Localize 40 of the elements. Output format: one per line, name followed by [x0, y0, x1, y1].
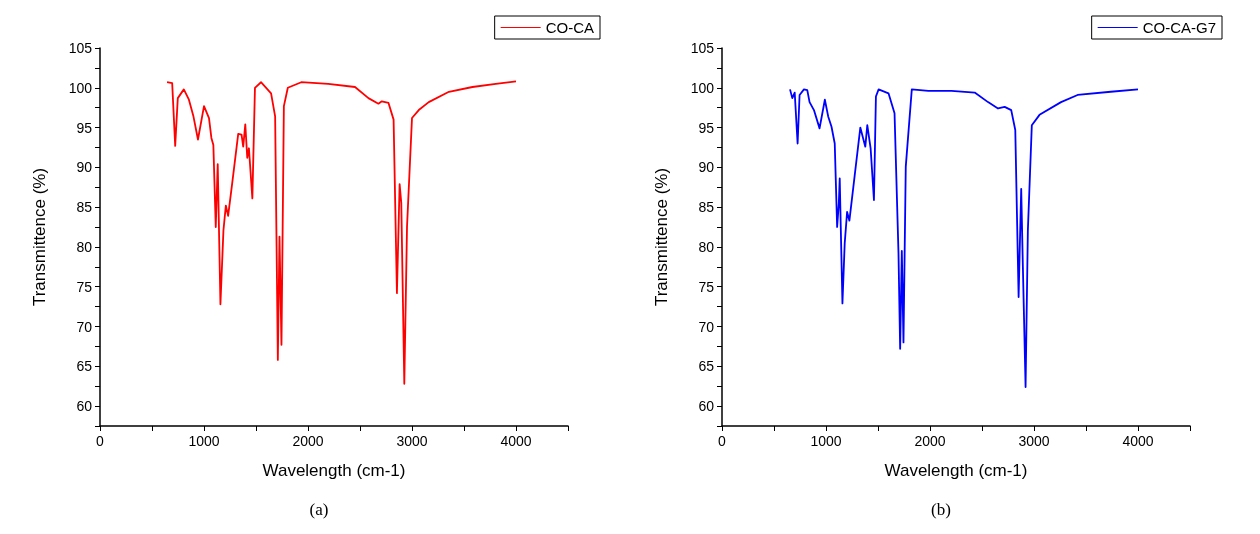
x-tick-label: 4000 [1122, 433, 1154, 449]
legend-label: CO-CA [545, 19, 595, 36]
line-series [789, 88, 1139, 388]
y-tick-label: 90 [76, 159, 93, 176]
y-tick-label: 65 [76, 358, 93, 375]
y-tick-label: 65 [698, 358, 715, 375]
x-tick-label: 2000 [292, 433, 324, 449]
y-tick-label: 85 [76, 199, 93, 216]
y-tick-label: 100 [68, 79, 93, 96]
y-tick-label: 70 [76, 318, 93, 335]
x-tick-label: 4000 [500, 433, 532, 449]
x-tick-label: 0 [718, 433, 727, 449]
y-tick-label: 105 [690, 40, 715, 56]
x-axis-title: Wavelength (cm-1) [262, 461, 406, 480]
x-tick-label: 2000 [914, 433, 946, 449]
legend-label: CO-CA-G7 [1142, 19, 1217, 36]
y-axis-title: Transmittence (%) [30, 167, 49, 307]
text: (b) [931, 500, 951, 519]
y-tick-label: 85 [698, 199, 715, 216]
x-tick-label: 1000 [810, 433, 842, 449]
line-series [166, 80, 517, 385]
y-axis-title: Transmittence (%) [652, 167, 671, 307]
y-tick-label: 95 [76, 119, 93, 136]
y-tick-label: 100 [690, 79, 715, 96]
x-tick-label: 1000 [188, 433, 220, 449]
x-tick-label: 0 [96, 433, 105, 449]
x-tick-label: 3000 [396, 433, 428, 449]
y-tick-label: 80 [76, 238, 93, 255]
x-tick-label: 3000 [1018, 433, 1050, 449]
text: (a) [309, 500, 329, 519]
y-tick-label: 105 [68, 40, 93, 56]
y-tick-label: 75 [76, 278, 93, 295]
y-tick-label: 95 [698, 119, 715, 136]
y-tick-label: 60 [698, 398, 715, 415]
y-tick-label: 70 [698, 318, 715, 335]
y-tick-label: 75 [698, 278, 715, 295]
x-axis-title: Wavelength (cm-1) [884, 461, 1028, 480]
y-tick-label: 90 [698, 159, 715, 176]
y-tick-label: 60 [76, 398, 93, 415]
y-tick-label: 80 [698, 238, 715, 255]
